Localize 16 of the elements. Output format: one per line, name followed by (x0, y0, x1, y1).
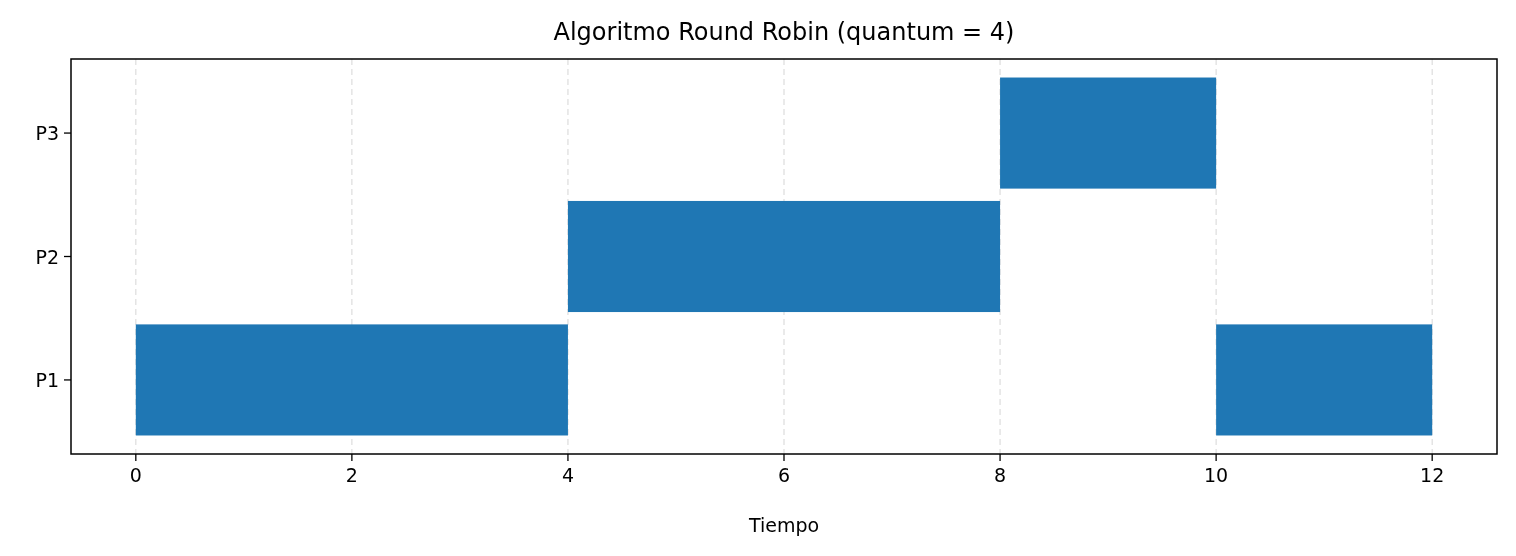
x-tick-label: 4 (561, 464, 574, 486)
bar (1216, 324, 1433, 436)
chart-title: Algoritmo Round Robin (quantum = 4) (553, 18, 1015, 46)
x-tick-label: 2 (345, 464, 358, 486)
y-tick-label: P1 (35, 368, 59, 391)
y-tick-label: P3 (35, 122, 59, 145)
bar (135, 324, 568, 436)
y-tick-label: P2 (35, 245, 59, 268)
x-tick-label: 6 (777, 464, 791, 486)
x-tick-label: 10 (1204, 464, 1229, 486)
bar (1000, 77, 1217, 189)
bar (567, 200, 1001, 313)
x-tick-label: 8 (994, 464, 1007, 486)
x-tick-label: 0 (129, 464, 142, 486)
x-axis-title: Tiempo (747, 514, 820, 536)
x-tick-label: 12 (1420, 464, 1445, 486)
